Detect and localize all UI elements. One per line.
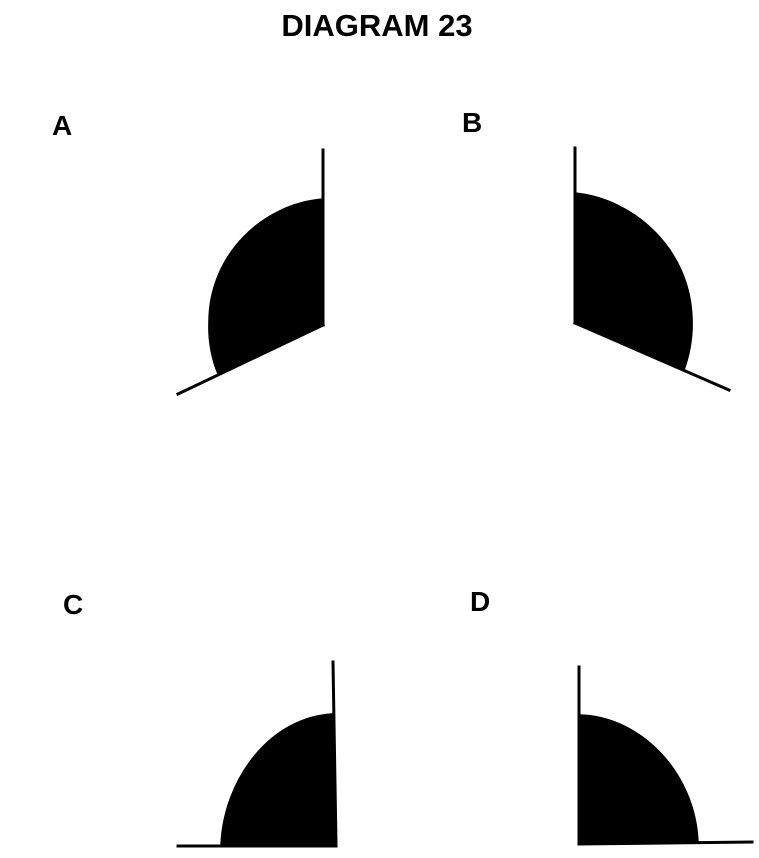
panel-c: C — [63, 589, 338, 848]
page-title: DIAGRAM 23 — [281, 8, 472, 43]
panel-d-base-line — [577, 840, 754, 846]
panel-d-filled-quarter-disc — [578, 714, 699, 845]
panel-c-vertical-line — [331, 660, 338, 847]
panel-b-sloped-base-line — [573, 321, 731, 392]
panel-a-filled-quarter-disc — [208, 198, 324, 375]
panel-a: A — [52, 110, 325, 396]
panel-c-filled-quarter-disc — [220, 713, 337, 846]
panel-a-sloped-base-line — [176, 323, 325, 396]
panel-a-label: A — [52, 110, 72, 141]
panel-d: D — [470, 586, 754, 846]
panel-b-filled-quarter-disc — [574, 192, 693, 371]
panel-b: B — [462, 107, 731, 392]
panel-d-label: D — [470, 586, 490, 617]
panel-b-label: B — [462, 107, 482, 138]
panel-c-label: C — [63, 589, 83, 620]
